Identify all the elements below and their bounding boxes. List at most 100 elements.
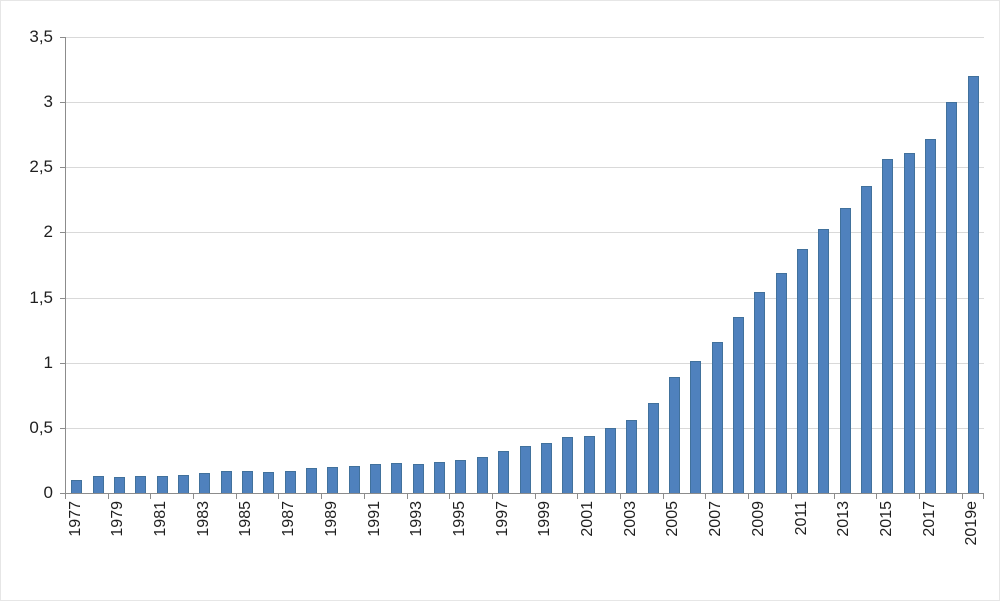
x-tick-mark: [620, 494, 621, 499]
x-tick-label: 2011: [793, 501, 810, 536]
bar-1998: [520, 446, 531, 493]
bar-2011: [797, 249, 808, 493]
x-tick-label: 2019e: [963, 501, 980, 546]
x-tick-label: 1985: [237, 501, 254, 537]
bar-1994: [434, 462, 445, 493]
bar-2013: [840, 208, 851, 493]
bar-1989: [327, 467, 338, 493]
x-tick-label: 2007: [707, 501, 724, 537]
x-tick-mark: [962, 494, 963, 499]
x-tick-label: 2013: [835, 501, 852, 537]
bar-1986: [263, 472, 274, 493]
x-tick-mark: [492, 494, 493, 499]
bar-1978: [93, 476, 104, 493]
bar-1999: [541, 443, 552, 493]
gridline: [66, 232, 984, 233]
x-tick-label: 2015: [878, 501, 895, 537]
bar-1983: [199, 473, 210, 493]
bar-2009: [754, 292, 765, 493]
y-tick-mark: [60, 167, 65, 168]
bar-2018: [946, 102, 957, 493]
x-tick-mark: [577, 494, 578, 499]
gridline: [66, 167, 984, 168]
bar-1993: [413, 464, 424, 493]
x-tick-mark: [364, 494, 365, 499]
y-tick-mark: [60, 298, 65, 299]
x-tick-mark: [65, 494, 66, 499]
x-tick-label: 1999: [536, 501, 553, 537]
y-tick-label: 1: [43, 353, 53, 372]
x-tick-mark: [193, 494, 194, 499]
bar-1992: [391, 463, 402, 493]
bar-1977: [71, 480, 82, 493]
y-tick-label: 2,5: [29, 157, 53, 176]
bar-2017: [925, 139, 936, 493]
y-tick-label: 3,5: [29, 27, 53, 46]
gridline: [66, 428, 984, 429]
bar-1995: [455, 460, 466, 493]
x-tick-mark: [278, 494, 279, 499]
bar-2007: [712, 342, 723, 493]
gridline: [66, 37, 984, 38]
bar-2012: [818, 229, 829, 493]
x-tick-mark: [919, 494, 920, 499]
bar-2006: [690, 361, 701, 493]
bar-1988: [306, 468, 317, 493]
bar-1997: [498, 451, 509, 493]
x-tick-mark: [663, 494, 664, 499]
x-tick-label: 1991: [366, 501, 383, 537]
x-tick-mark: [108, 494, 109, 499]
y-tick-label: 2: [43, 222, 53, 241]
y-tick-label: 0,5: [29, 418, 53, 437]
bar-1996: [477, 457, 488, 493]
bar-1981: [157, 476, 168, 493]
x-tick-mark: [535, 494, 536, 499]
bar-2010: [776, 273, 787, 493]
bar-2015: [882, 159, 893, 493]
x-tick-mark: [791, 494, 792, 499]
bar-2005: [669, 377, 680, 493]
x-tick-label: 2001: [579, 501, 596, 537]
bar-2008: [733, 317, 744, 493]
x-tick-label: 1979: [109, 501, 126, 537]
x-tick-mark: [407, 494, 408, 499]
bar-1987: [285, 471, 296, 493]
bar-1979: [114, 477, 125, 493]
x-tick-mark: [236, 494, 237, 499]
gridline: [66, 298, 984, 299]
x-tick-label: 2009: [750, 501, 767, 537]
gridline: [66, 363, 984, 364]
x-tick-label: 1981: [152, 501, 169, 537]
x-tick-mark: [748, 494, 749, 499]
x-tick-label: 2017: [921, 501, 938, 537]
x-tick-label: 1993: [408, 501, 425, 537]
y-tick-label: 1,5: [29, 288, 53, 307]
bar-1980: [135, 476, 146, 493]
x-tick-label: 1987: [280, 501, 297, 537]
bar-2001: [584, 436, 595, 493]
bar-2003: [626, 420, 637, 493]
x-tick-mark: [449, 494, 450, 499]
bar-1991: [370, 464, 381, 493]
x-tick-label: 2005: [664, 501, 681, 537]
bar-1984: [221, 471, 232, 493]
x-tick-mark: [150, 494, 151, 499]
x-tick-label: 1977: [67, 501, 84, 537]
y-tick-label: 0: [43, 483, 53, 502]
x-tick-label: 2003: [622, 501, 639, 537]
bar-2002: [605, 428, 616, 493]
bar-1985: [242, 471, 253, 493]
x-tick-label: 1997: [494, 501, 511, 537]
y-tick-mark: [60, 493, 65, 494]
x-tick-mark: [834, 494, 835, 499]
plot-area: [65, 37, 984, 494]
y-tick-label: 3: [43, 92, 53, 111]
x-tick-mark: [705, 494, 706, 499]
bar-2004: [648, 403, 659, 493]
y-tick-mark: [60, 363, 65, 364]
bar-2016: [904, 153, 915, 493]
x-tick-label: 1983: [195, 501, 212, 537]
x-tick-label: 1989: [323, 501, 340, 537]
x-tick-mark: [876, 494, 877, 499]
